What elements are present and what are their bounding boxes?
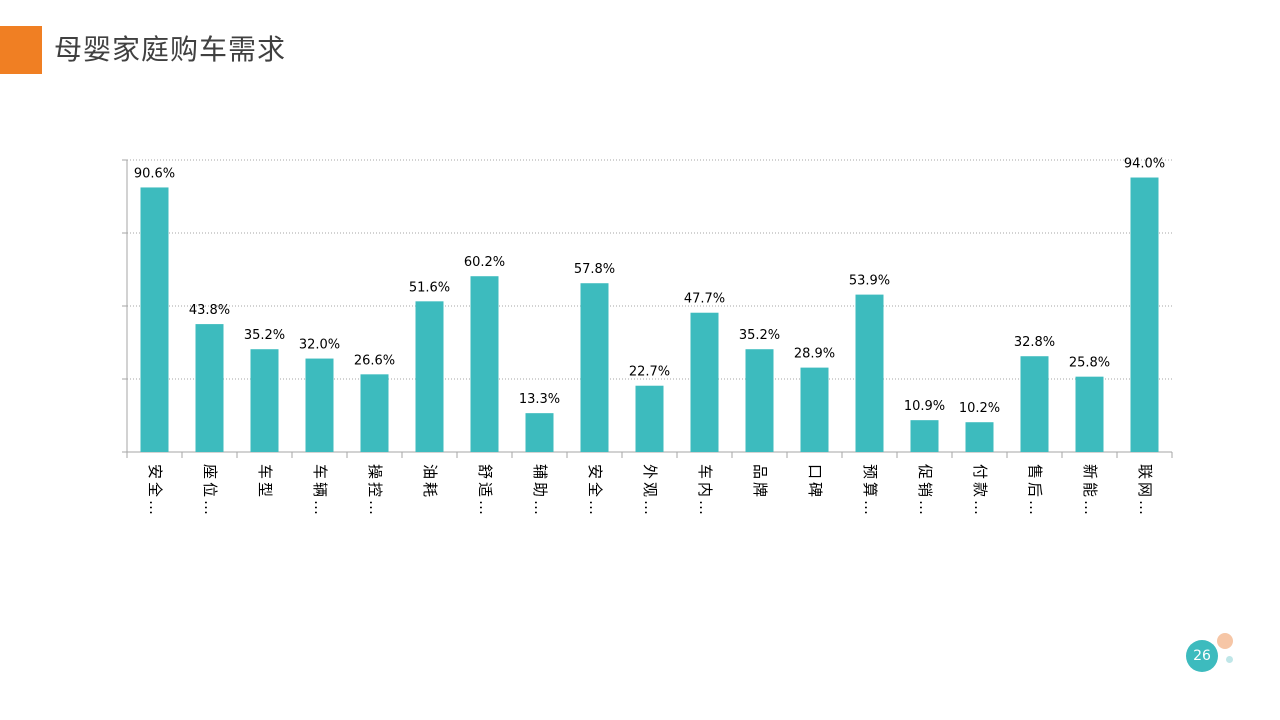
data-label: 94.0% xyxy=(1124,157,1165,172)
data-label: 60.2% xyxy=(464,255,505,270)
x-tick-label: 预算… xyxy=(861,464,879,518)
x-tick-label: 安全… xyxy=(146,464,164,518)
x-tick-label: 辅助… xyxy=(531,464,549,518)
title-accent-bar xyxy=(0,26,42,74)
data-label: 47.7% xyxy=(684,292,725,307)
x-tick-label: 付款… xyxy=(971,464,989,518)
data-label: 22.7% xyxy=(629,365,670,380)
bar xyxy=(250,349,279,452)
x-tick-label: 新能… xyxy=(1081,464,1099,518)
bar xyxy=(195,324,224,452)
bar xyxy=(800,367,829,452)
data-label: 32.8% xyxy=(1014,335,1055,350)
bar xyxy=(1130,177,1159,452)
decorative-dot-large xyxy=(1217,633,1233,649)
data-label: 35.2% xyxy=(739,328,780,343)
x-tick-label: 车型 xyxy=(256,464,274,500)
x-tick-label: 车辆… xyxy=(311,464,329,518)
bar xyxy=(580,283,609,452)
x-tick-label: 安全… xyxy=(586,464,604,518)
data-label: 57.8% xyxy=(574,262,615,277)
bar xyxy=(1020,356,1049,452)
x-tick-label: 座位… xyxy=(201,464,219,518)
data-label: 53.9% xyxy=(849,274,890,289)
data-label: 13.3% xyxy=(519,392,560,407)
data-label: 32.0% xyxy=(299,338,340,353)
x-tick-label: 品牌 xyxy=(751,464,769,500)
data-label: 26.6% xyxy=(354,353,395,368)
x-tick-label: 舒适… xyxy=(476,464,494,518)
x-tick-label: 外观… xyxy=(641,464,659,518)
bar xyxy=(635,385,664,452)
data-label: 51.6% xyxy=(409,280,450,295)
x-tick-label: 售后… xyxy=(1026,464,1044,518)
x-tick-label: 联网… xyxy=(1136,464,1154,518)
bar xyxy=(690,312,719,452)
x-tick-label: 操控… xyxy=(366,464,384,518)
bar xyxy=(745,349,774,452)
bar xyxy=(1075,376,1104,452)
page-number-badge: 26 xyxy=(1186,640,1218,672)
bar xyxy=(305,358,334,452)
bar xyxy=(910,420,939,452)
data-label: 35.2% xyxy=(244,328,285,343)
bar xyxy=(855,294,884,452)
data-label: 43.8% xyxy=(189,303,230,318)
bar xyxy=(470,276,499,452)
data-label: 25.8% xyxy=(1069,356,1110,371)
page-title: 母婴家庭购车需求 xyxy=(54,33,287,66)
decorative-dot-small xyxy=(1226,656,1233,663)
data-label: 28.9% xyxy=(794,347,835,362)
x-tick-label: 车内… xyxy=(696,464,714,518)
bar xyxy=(415,301,444,452)
bar xyxy=(965,422,994,452)
data-label: 90.6% xyxy=(134,166,175,181)
data-label: 10.9% xyxy=(904,399,945,414)
x-tick-label: 油耗 xyxy=(421,464,439,500)
x-tick-label: 促销… xyxy=(916,464,934,518)
x-tick-label: 口碑 xyxy=(806,464,824,500)
bar xyxy=(525,413,554,452)
bar xyxy=(360,374,389,452)
bar xyxy=(140,187,169,452)
data-label: 10.2% xyxy=(959,401,1000,416)
